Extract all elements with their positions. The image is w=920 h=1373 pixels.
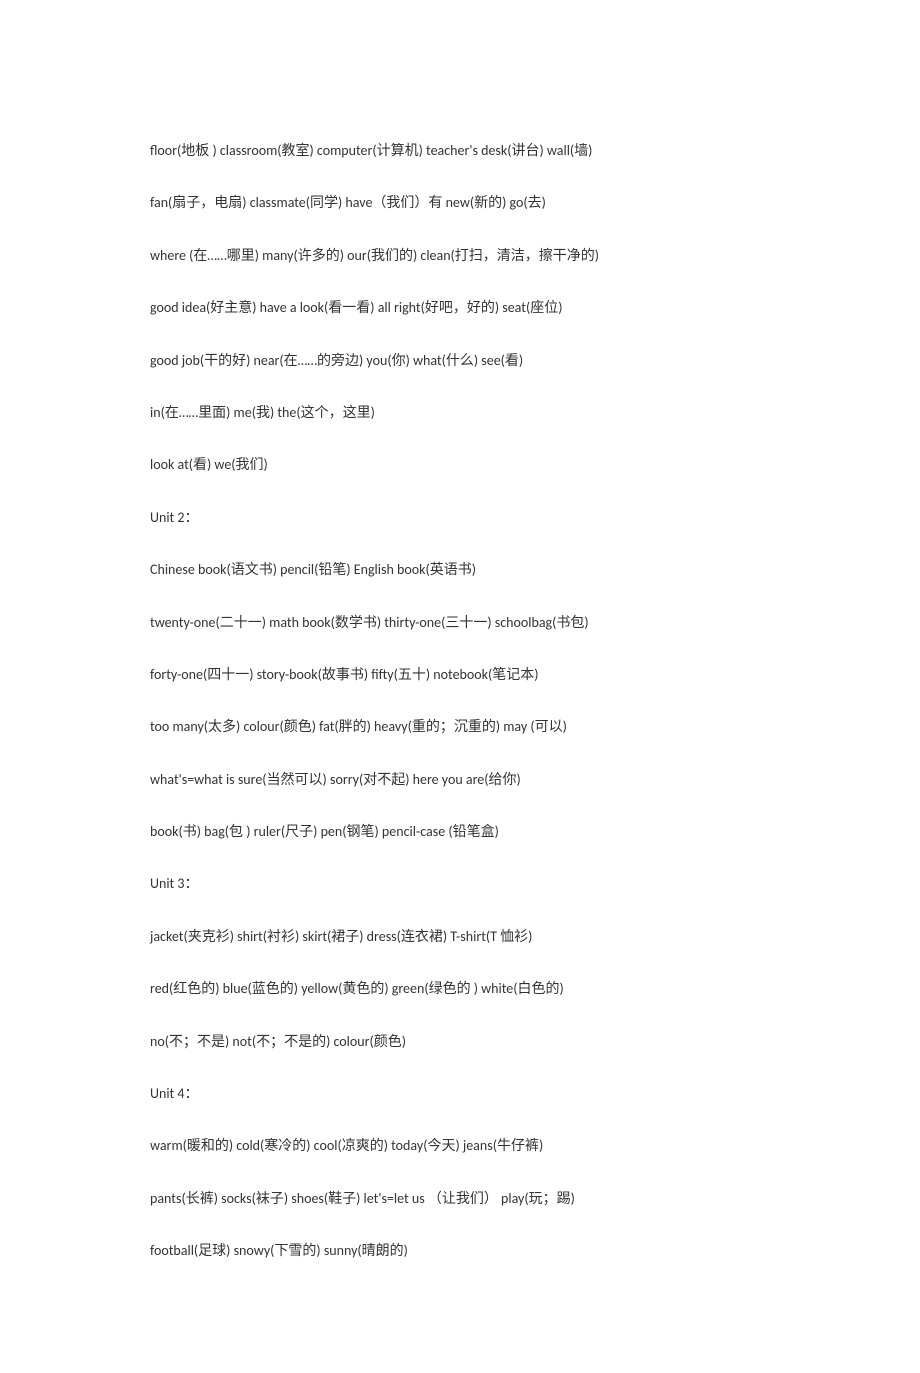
vocab-line: jacket(夹克衫) shirt(衬衫) skirt(裙子) dress(连衣… (150, 926, 770, 948)
document-page: floor(地板 ) classroom(教室) computer(计算机) t… (0, 0, 920, 1373)
vocab-line: no(不；不是) not(不；不是的) colour(颜色) (150, 1031, 770, 1053)
unit4-header: Unit 4： (150, 1083, 770, 1105)
vocab-line: twenty-one(二十一) math book(数学书) thirty-on… (150, 612, 770, 634)
vocab-line: good job(干的好) near(在……的旁边) you(你) what(什… (150, 350, 770, 372)
vocab-line: good idea(好主意) have a look(看一看) all righ… (150, 297, 770, 319)
vocab-line: forty-one(四十一) story-book(故事书) fifty(五十)… (150, 664, 770, 686)
vocab-line: floor(地板 ) classroom(教室) computer(计算机) t… (150, 140, 770, 162)
unit2-header: Unit 2： (150, 507, 770, 529)
vocab-line: in(在……里面) me(我) the(这个，这里) (150, 402, 770, 424)
vocab-line: fan(扇子，电扇) classmate(同学) have（我们）有 new(新… (150, 192, 770, 214)
vocab-line: where (在……哪里) many(许多的) our(我们的) clean(打… (150, 245, 770, 267)
vocab-line: book(书) bag(包 ) ruler(尺子) pen(钢笔) pencil… (150, 821, 770, 843)
vocab-line: too many(太多) colour(颜色) fat(胖的) heavy(重的… (150, 716, 770, 738)
vocab-line: Chinese book(语文书) pencil(铅笔) English boo… (150, 559, 770, 581)
unit3-header: Unit 3： (150, 873, 770, 895)
vocab-line: look at(看) we(我们) (150, 454, 770, 476)
vocab-line: warm(暖和的) cold(寒冷的) cool(凉爽的) today(今天) … (150, 1135, 770, 1157)
vocab-line: pants(长裤) socks(袜子) shoes(鞋子) let's=let … (150, 1188, 770, 1210)
vocab-line: what's=what is sure(当然可以) sorry(对不起) her… (150, 769, 770, 791)
vocab-line: red(红色的) blue(蓝色的) yellow(黄色的) green(绿色的… (150, 978, 770, 1000)
vocab-line: football(足球) snowy(下雪的) sunny(晴朗的) (150, 1240, 770, 1262)
